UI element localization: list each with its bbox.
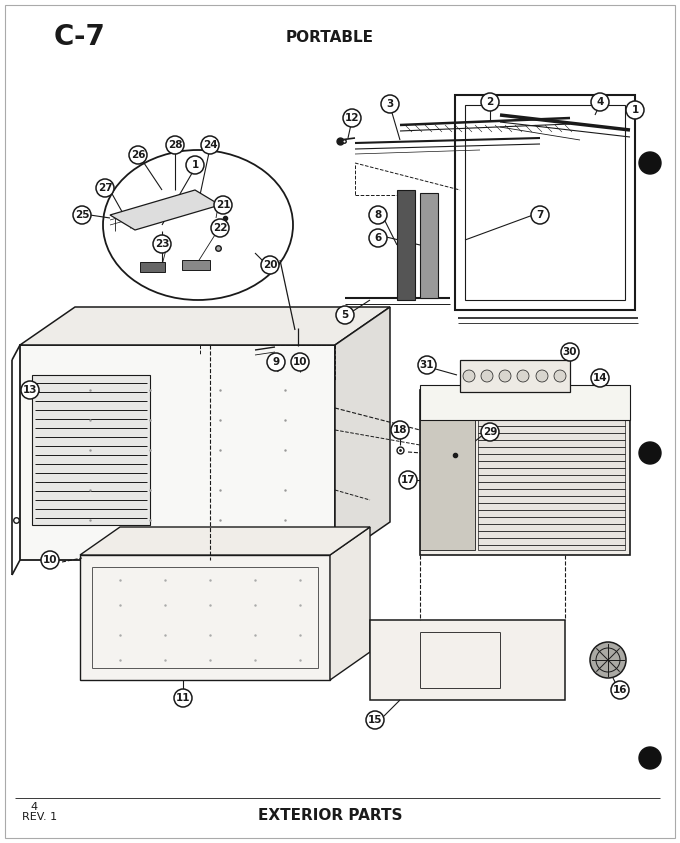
Circle shape (369, 206, 387, 224)
Circle shape (369, 229, 387, 247)
Polygon shape (460, 360, 570, 392)
Circle shape (499, 370, 511, 382)
Circle shape (391, 421, 409, 439)
Text: 3: 3 (386, 99, 394, 109)
Text: 27: 27 (98, 183, 112, 193)
Text: 12: 12 (345, 113, 359, 123)
Text: 20: 20 (262, 260, 277, 270)
Text: 13: 13 (22, 385, 37, 395)
Text: 22: 22 (213, 223, 227, 233)
Polygon shape (80, 555, 330, 680)
Circle shape (626, 101, 644, 119)
Circle shape (214, 196, 232, 214)
Circle shape (399, 471, 417, 489)
Text: 14: 14 (593, 373, 607, 383)
Polygon shape (465, 105, 625, 300)
Circle shape (591, 93, 609, 111)
Text: 8: 8 (375, 210, 381, 220)
Text: 9: 9 (273, 357, 279, 367)
Polygon shape (330, 527, 370, 680)
Circle shape (481, 370, 493, 382)
Polygon shape (397, 190, 415, 300)
Text: C-7: C-7 (54, 23, 106, 51)
Circle shape (166, 136, 184, 154)
Circle shape (211, 219, 229, 237)
Circle shape (561, 343, 579, 361)
Circle shape (554, 370, 566, 382)
Text: 29: 29 (483, 427, 497, 437)
Circle shape (366, 711, 384, 729)
Polygon shape (20, 345, 335, 560)
Text: 1: 1 (191, 160, 199, 170)
Text: 6: 6 (375, 233, 381, 243)
Circle shape (261, 256, 279, 274)
Polygon shape (420, 385, 630, 420)
Polygon shape (420, 395, 475, 550)
Text: 1: 1 (631, 105, 639, 115)
Text: 16: 16 (613, 685, 627, 695)
Polygon shape (20, 307, 390, 345)
Text: 21: 21 (216, 200, 231, 210)
Polygon shape (140, 262, 165, 272)
Text: 10: 10 (293, 357, 307, 367)
Text: 30: 30 (563, 347, 577, 357)
Circle shape (639, 747, 661, 769)
Polygon shape (110, 190, 220, 230)
Circle shape (381, 95, 399, 113)
Circle shape (186, 156, 204, 174)
Polygon shape (80, 527, 370, 555)
Circle shape (21, 381, 39, 399)
Circle shape (96, 179, 114, 197)
Text: EXTERIOR PARTS: EXTERIOR PARTS (258, 808, 403, 824)
Circle shape (174, 689, 192, 707)
Text: 18: 18 (393, 425, 407, 435)
Text: 31: 31 (420, 360, 435, 370)
Circle shape (463, 370, 475, 382)
Circle shape (418, 356, 436, 374)
Text: 5: 5 (341, 310, 349, 320)
Circle shape (267, 353, 285, 371)
Text: REV. 1: REV. 1 (22, 812, 57, 822)
Text: 4: 4 (596, 97, 604, 107)
Polygon shape (478, 395, 625, 550)
Circle shape (517, 370, 529, 382)
Text: 28: 28 (168, 140, 182, 150)
Text: 4: 4 (30, 802, 37, 812)
Circle shape (590, 642, 626, 678)
Circle shape (336, 306, 354, 324)
Text: 24: 24 (203, 140, 218, 150)
Polygon shape (420, 193, 438, 298)
Circle shape (481, 93, 499, 111)
Circle shape (639, 442, 661, 464)
Text: 10: 10 (43, 555, 57, 565)
Text: 2: 2 (486, 97, 494, 107)
Circle shape (291, 353, 309, 371)
Text: 26: 26 (131, 150, 146, 160)
Text: 7: 7 (537, 210, 544, 220)
Polygon shape (335, 307, 390, 560)
Polygon shape (182, 260, 210, 270)
Circle shape (41, 551, 59, 569)
Text: 17: 17 (401, 475, 415, 485)
Text: 25: 25 (75, 210, 89, 220)
Circle shape (611, 681, 629, 699)
Text: 11: 11 (175, 693, 190, 703)
Circle shape (591, 369, 609, 387)
Circle shape (73, 206, 91, 224)
Circle shape (531, 206, 549, 224)
Text: 15: 15 (368, 715, 382, 725)
Circle shape (129, 146, 147, 164)
Polygon shape (455, 95, 635, 310)
Polygon shape (420, 390, 630, 555)
Text: PORTABLE: PORTABLE (286, 30, 374, 45)
Circle shape (536, 370, 548, 382)
Circle shape (201, 136, 219, 154)
Text: 23: 23 (155, 239, 169, 249)
Circle shape (153, 235, 171, 253)
Polygon shape (370, 620, 565, 700)
Circle shape (343, 109, 361, 127)
Circle shape (481, 423, 499, 441)
Polygon shape (32, 375, 150, 525)
Circle shape (639, 152, 661, 174)
